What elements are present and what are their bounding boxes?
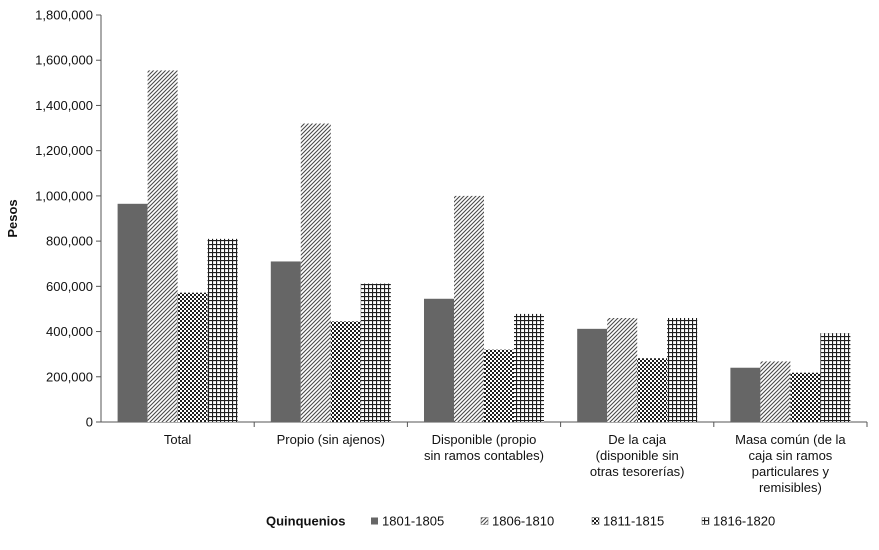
y-tick-label: 1,600,000	[35, 53, 93, 68]
y-tick-label: 0	[86, 415, 93, 430]
bar-1801-1805-3	[577, 328, 608, 422]
legend-label-1811-1815: 1811-1815	[603, 514, 664, 529]
bar-1806-1810-1	[300, 123, 331, 423]
x-category-label-line: De la caja	[608, 432, 667, 447]
legend-swatch-1816-1820	[701, 517, 710, 525]
bar-1816-1820-2	[514, 313, 544, 422]
x-category-label-line: Disponible (propio	[432, 432, 537, 447]
bar-1806-1810-2	[454, 195, 484, 422]
y-tick-label: 200,000	[46, 369, 93, 384]
y-tick-label: 400,000	[46, 324, 93, 339]
y-tick-label: 1,000,000	[35, 188, 93, 203]
legend-swatch-1806-1810	[480, 517, 489, 525]
legend-label-1806-1810: 1806-1810	[492, 514, 554, 529]
y-tick-label: 800,000	[46, 234, 93, 249]
bar-1801-1805-0	[117, 203, 148, 422]
legend-label-1816-1820: 1816-1820	[713, 514, 775, 529]
x-category-label: Disponible (propio sin ramos contables)	[424, 432, 544, 463]
y-tick-label: 1,200,000	[35, 143, 93, 158]
x-category-label-line: sin ramos contables)	[424, 448, 544, 463]
bar-1801-1805-4	[730, 367, 761, 422]
bar-1806-1810-0	[147, 70, 178, 423]
bar-1816-1820-3	[667, 317, 698, 422]
x-category-label: Propio (sin ajenos)	[277, 432, 385, 447]
x-category-label-line: (disponible sin	[596, 448, 679, 463]
x-category-label: Total	[164, 432, 192, 447]
bar-1811-1815-4	[790, 372, 821, 422]
legend-title: Quinquenios	[266, 514, 345, 529]
bar-1806-1810-3	[607, 317, 638, 422]
x-category-label-line: particulares y	[752, 464, 830, 479]
bar-1811-1815-1	[330, 321, 361, 422]
y-tick-label: 1,400,000	[35, 98, 93, 113]
x-category-label-line: remisibles)	[759, 480, 822, 495]
x-category-label-line: Propio (sin ajenos)	[277, 432, 385, 447]
bar-1801-1805-1	[270, 261, 301, 422]
y-tick-label: 1,800,000	[35, 8, 93, 23]
bar-1801-1805-2	[424, 298, 454, 422]
x-category-label-line: Total	[164, 432, 192, 447]
bar-1816-1820-1	[360, 283, 391, 422]
bar-1816-1820-4	[820, 333, 851, 422]
legend-swatch-1811-1815	[591, 517, 600, 525]
x-category-label: De la caja (disponible sin otras tesorería…	[590, 432, 685, 479]
y-tick-label: 600,000	[46, 279, 93, 294]
bar-1811-1815-0	[177, 292, 208, 422]
bar-1816-1820-0	[207, 238, 238, 422]
x-category-label-line: otras tesorerías)	[590, 464, 685, 479]
y-axis-title: Pesos	[5, 199, 20, 237]
legend-label-1801-1805: 1801-1805	[382, 514, 444, 529]
bar-1806-1810-4	[760, 361, 791, 422]
bar-1811-1815-2	[484, 349, 514, 422]
legend-swatch-1801-1805	[371, 517, 378, 525]
x-category-label-line: Masa común (de la	[735, 432, 846, 447]
x-category-label: Masa común (de la caja sin ramos particula…	[735, 432, 846, 495]
x-category-label-line: caja sin ramos	[748, 448, 832, 463]
bar-1811-1815-3	[637, 358, 668, 422]
